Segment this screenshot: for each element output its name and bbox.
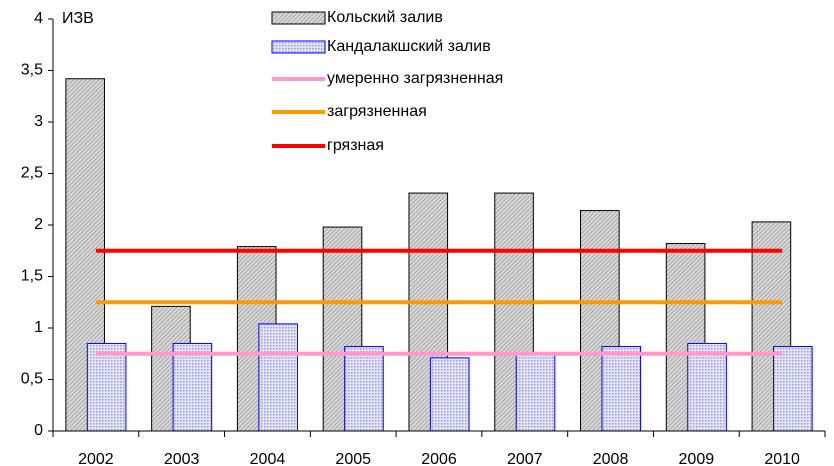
y-tick-label: 1,5 [21,268,43,285]
x-tick-label: 2009 [679,451,715,466]
y-axis-label: ИЗВ [62,10,94,27]
y-tick-label: 2,5 [21,165,43,182]
y-tick-label: 2 [34,216,43,233]
legend-label: Кольский залив [327,9,443,26]
y-tick-label: 4 [34,10,43,27]
x-tick-label: 2005 [335,451,371,466]
legend-label: загрязненная [327,103,427,120]
bar [408,192,449,432]
x-tick-label: 2008 [593,451,629,466]
x-tick-label: 2006 [421,451,457,466]
bar [687,342,727,432]
x-tick-label: 2010 [764,451,800,466]
bar [258,323,298,432]
x-tick-label: 2002 [78,451,114,466]
bar [344,346,384,432]
y-tick-label: 3,5 [21,62,43,79]
legend-swatch [271,40,326,54]
y-tick-label: 1 [34,319,43,336]
bar [773,346,813,432]
bar [515,353,556,432]
y-tick-label: 0 [34,422,43,439]
bar [172,342,213,432]
bar [86,342,127,432]
x-tick-label: 2007 [507,451,543,466]
x-tick-label: 2004 [250,451,286,466]
legend-swatch [271,11,326,25]
bar [601,346,642,432]
legend-label: Кандалакшский залив [327,38,491,55]
y-tick-label: 3 [34,113,43,130]
legend-label: грязная [327,137,384,154]
x-tick-label: 2003 [164,451,200,466]
y-tick-label: 0,5 [21,371,43,388]
bar [429,357,470,432]
legend-label: умеренно загрязненная [327,70,503,87]
